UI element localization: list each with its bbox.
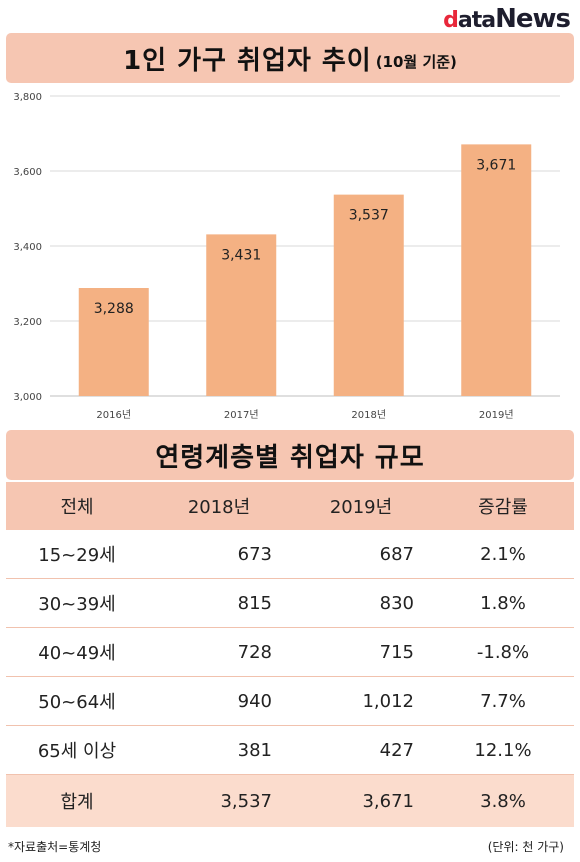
- header-2018: 2018년: [148, 482, 290, 530]
- bar: [333, 194, 404, 396]
- x-tick-label: 2018년: [351, 409, 386, 421]
- table-title-banner: 연령계층별 취업자 규모: [6, 430, 574, 480]
- table-row: 65세 이상 381 427 12.1%: [6, 725, 574, 775]
- table-row: 15~29세 673 687 2.1%: [6, 530, 574, 579]
- x-tick-label: 2016년: [96, 409, 131, 421]
- bar: [461, 144, 532, 396]
- header-2019: 2019년: [290, 482, 432, 530]
- y-tick-label: 3,800: [13, 92, 42, 103]
- unit-note: (단위: 천 가구): [487, 840, 564, 854]
- table-row: 30~39세 815 830 1.8%: [6, 578, 574, 628]
- x-tick-label: 2019년: [479, 409, 514, 421]
- datanews-logo: dataNews: [443, 4, 571, 34]
- bar-value-label: 3,671: [476, 157, 516, 173]
- source-note: *자료출처=통계청: [8, 840, 102, 854]
- y-tick-label: 3,600: [13, 167, 42, 178]
- bar-value-label: 3,288: [94, 301, 134, 317]
- bar-value-label: 3,431: [221, 247, 261, 263]
- bar: [206, 234, 277, 396]
- bar-value-label: 3,537: [349, 208, 389, 224]
- header-change: 증감률: [432, 482, 574, 530]
- header-all: 전체: [6, 482, 148, 530]
- x-tick-label: 2017년: [224, 409, 259, 421]
- chart-title: 1인 가구 취업자 추이: [123, 45, 372, 76]
- age-group-table: 전체 2018년 2019년 증감률 15~29세 673 687 2.1% 3…: [6, 482, 574, 827]
- table-total-row: 합계 3,537 3,671 3.8%: [6, 774, 574, 827]
- bar: [78, 288, 149, 396]
- chart-subtitle: (10월 기준): [375, 52, 457, 71]
- y-tick-label: 3,000: [13, 392, 42, 403]
- table-row: 40~49세 728 715 -1.8%: [6, 627, 574, 677]
- y-tick-label: 3,200: [13, 317, 42, 328]
- bar-chart: 3,000 3,200 3,400 3,600 3,800 3,288 2016년 3,431…: [13, 92, 560, 421]
- y-tick-label: 3,400: [13, 242, 42, 253]
- table-title: 연령계층별 취업자 규모: [155, 442, 425, 473]
- chart-title-banner: 1인 가구 취업자 추이 (10월 기준): [6, 33, 574, 83]
- table-header-row: 전체 2018년 2019년 증감률: [6, 482, 574, 530]
- table-row: 50~64세 940 1,012 7.7%: [6, 676, 574, 726]
